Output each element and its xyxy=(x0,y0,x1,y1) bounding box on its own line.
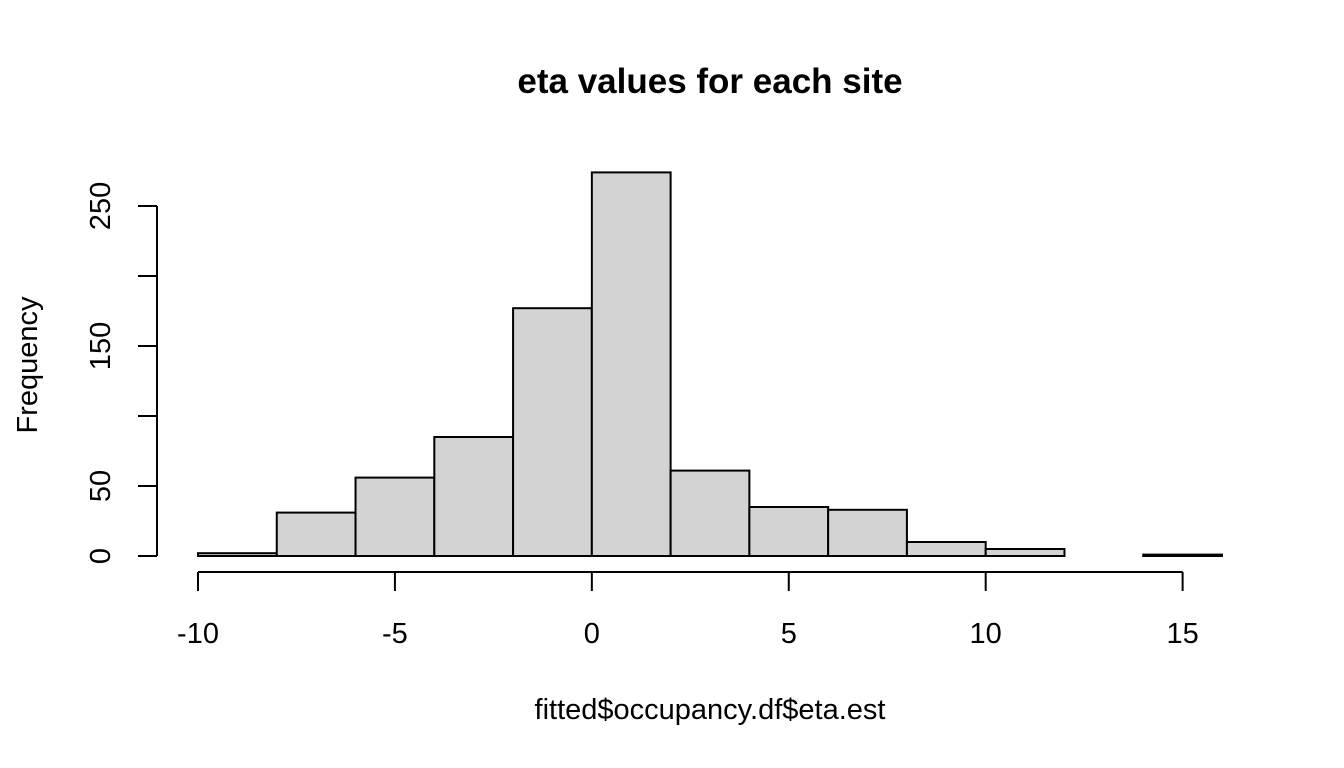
x-tick-label: 0 xyxy=(584,618,600,650)
x-axis: -10 -5 0 5 10 15 xyxy=(177,571,1199,650)
histogram-bar xyxy=(827,508,908,557)
histogram-bar xyxy=(275,511,357,557)
x-tick-label: -5 xyxy=(382,618,408,650)
histogram-bar xyxy=(512,307,593,558)
y-tick-label: 0 xyxy=(85,548,117,564)
histogram-bar xyxy=(748,506,830,557)
bars-group xyxy=(197,171,1223,558)
x-tick-label: 10 xyxy=(970,618,1002,650)
x-tick-label: -10 xyxy=(177,618,219,650)
chart-title: eta values for each site xyxy=(517,62,902,101)
y-tick-label: 50 xyxy=(85,470,117,502)
histogram-bar xyxy=(669,469,751,558)
x-tick-label: 15 xyxy=(1166,618,1198,650)
histogram-bar xyxy=(590,171,672,557)
y-axis: 0 50 150 250 xyxy=(85,182,158,564)
x-axis-label: fitted$occupancy.df$eta.est xyxy=(535,694,886,726)
histogram-bar xyxy=(1142,553,1223,557)
y-tick-label: 150 xyxy=(85,322,117,370)
histogram-bar xyxy=(354,476,436,558)
y-tick-label: 250 xyxy=(85,182,117,230)
histogram-bar xyxy=(433,436,515,557)
x-tick-label: 5 xyxy=(781,618,797,650)
y-axis-label: Frequency xyxy=(12,296,44,434)
histogram-bar xyxy=(905,541,987,557)
histogram-bar xyxy=(984,548,1066,557)
histogram-bar xyxy=(197,552,278,558)
